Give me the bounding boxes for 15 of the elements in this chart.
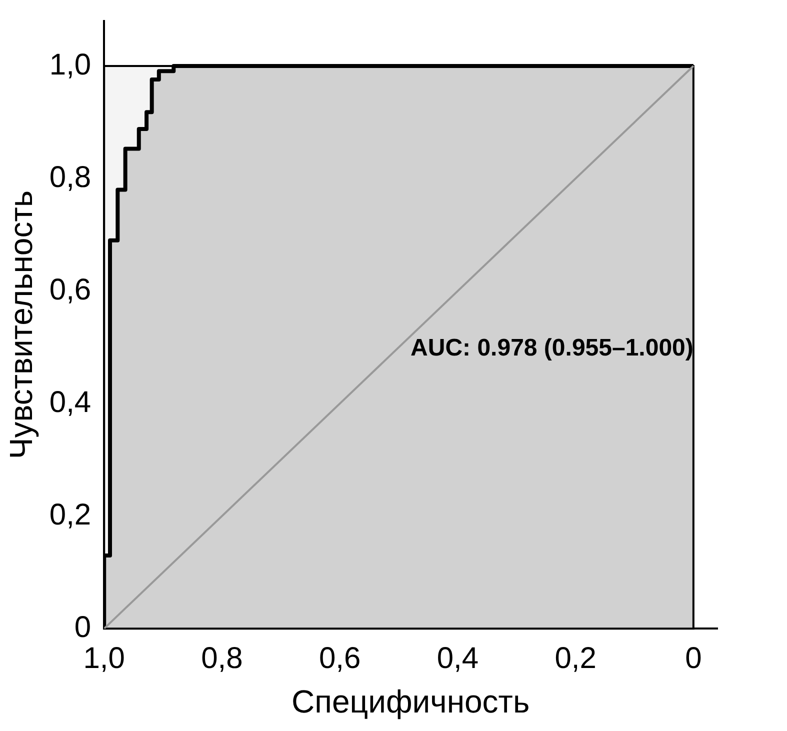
- y-axis-title: Чувствительность: [3, 190, 40, 460]
- y-tick-label: 0,2: [49, 498, 92, 532]
- y-tick-label: 0,8: [49, 160, 92, 194]
- y-tick-label: 1,0: [49, 48, 92, 82]
- x-axis-title: Специфичность: [291, 684, 530, 720]
- x-tick-label: 0,8: [201, 642, 243, 675]
- annotation: AUC: 0.978 (0.955–1.000): [410, 334, 694, 362]
- y-tick-label: 0: [74, 610, 92, 644]
- x-tick-label: 1,0: [83, 642, 125, 675]
- x-tick-label: 0,6: [318, 642, 361, 675]
- x-tick-label: 0: [685, 642, 702, 675]
- y-tick-label: 0,4: [49, 386, 92, 419]
- x-tick-label: 0,4: [436, 642, 479, 675]
- x-tick-label: 0,2: [554, 642, 596, 675]
- y-tick-label: 0,6: [49, 273, 92, 306]
